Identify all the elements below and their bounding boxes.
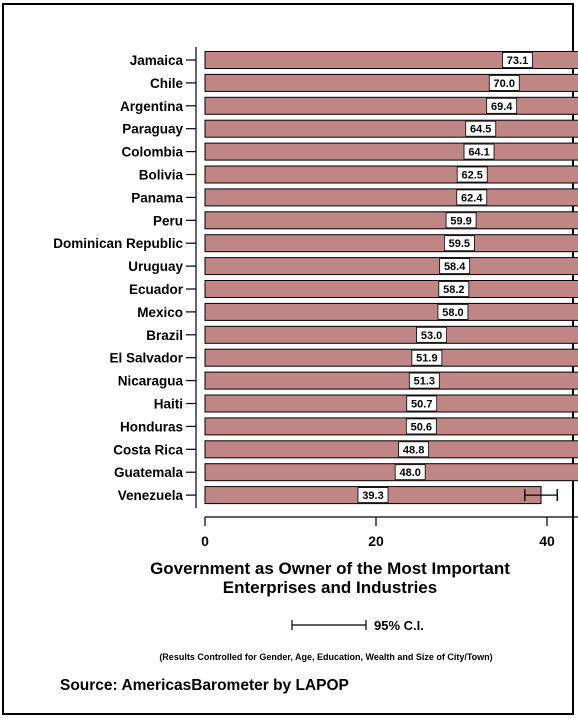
value-label-box: [357, 487, 389, 504]
value-label: 59.9: [450, 215, 471, 227]
value-label: 62.5: [461, 170, 482, 182]
value-label: 69.4: [491, 101, 513, 113]
value-label: 73.1: [507, 55, 528, 67]
bar: [204, 211, 578, 230]
bar: [204, 302, 578, 321]
value-label-box: [405, 418, 437, 435]
bar: [204, 234, 578, 253]
value-label: 50.6: [411, 421, 432, 433]
x-tick-label: 20: [368, 533, 384, 549]
bar: [204, 73, 578, 92]
value-label: 58.0: [442, 307, 463, 319]
category-label: Costa Rica: [113, 442, 183, 457]
value-label-box: [408, 372, 440, 389]
value-label-box: [411, 349, 443, 366]
value-label-box: [398, 441, 430, 458]
bar: [204, 325, 578, 344]
value-label: 70.0: [494, 78, 515, 90]
category-label: El Salvador: [109, 351, 183, 366]
category-label: Uruguay: [128, 259, 183, 274]
value-label-box: [439, 258, 471, 275]
bar: [204, 96, 578, 115]
category-label: Nicaragua: [118, 374, 184, 389]
category-label: Dominican Republic: [53, 236, 183, 251]
bar: [204, 394, 578, 413]
bar: [204, 371, 578, 390]
value-label-box: [438, 281, 470, 297]
category-label: Argentina: [120, 99, 183, 114]
category-label: Peru: [153, 213, 183, 228]
category-label: Guatemala: [114, 465, 184, 480]
category-label: Haiti: [154, 397, 183, 412]
bar: [204, 165, 578, 184]
value-label: 58.2: [443, 284, 464, 296]
value-label: 39.3: [362, 490, 383, 502]
value-label: 64.1: [468, 147, 489, 159]
bar: [204, 142, 578, 161]
value-label-box: [445, 212, 477, 229]
ci-legend-label: 95% C.I.: [374, 618, 424, 633]
category-label: Honduras: [120, 419, 183, 434]
x-axis-label-line2: Enterprises and Industries: [223, 578, 437, 597]
category-label: Ecuador: [129, 282, 184, 297]
value-label: 59.5: [449, 238, 470, 250]
bar: [204, 440, 578, 459]
bar: [204, 257, 578, 276]
value-label-box: [437, 303, 469, 320]
value-label-box: [406, 395, 438, 412]
bar: [204, 280, 578, 298]
value-label-box: [463, 143, 495, 160]
source-note: Source: AmericasBarometer by LAPOP: [60, 677, 349, 694]
value-label-box: [443, 235, 475, 252]
value-label-box: [488, 75, 520, 91]
value-label-box: [456, 189, 488, 206]
value-label: 53.0: [421, 330, 442, 342]
x-tick-label: 40: [539, 533, 555, 549]
bar: [204, 463, 578, 482]
x-tick-label: 0: [201, 533, 209, 549]
category-label: Paraguay: [122, 122, 183, 137]
category-label: Colombia: [121, 145, 183, 160]
bar: [204, 417, 578, 436]
category-label: Chile: [150, 76, 183, 91]
controls-note: (Results Controlled for Gender, Age, Edu…: [159, 652, 492, 662]
bar: [204, 188, 578, 207]
category-label: Jamaica: [130, 53, 184, 68]
value-label: 64.5: [470, 124, 491, 136]
category-label: Bolivia: [139, 168, 184, 183]
category-label: Mexico: [137, 305, 183, 320]
bar: [204, 348, 578, 367]
value-label-box: [486, 97, 518, 114]
value-label: 51.9: [416, 353, 437, 365]
bar: [204, 51, 578, 69]
value-label: 58.4: [444, 261, 466, 273]
value-label: 48.0: [399, 467, 420, 479]
value-label-box: [416, 326, 447, 343]
category-label: Panama: [131, 190, 183, 205]
value-label-box: [502, 52, 533, 68]
category-label: Brazil: [146, 328, 183, 343]
ci-legend: 95% C.I.: [291, 618, 424, 633]
bar: [204, 119, 578, 138]
value-label-box: [394, 464, 426, 481]
value-label-box: [456, 166, 488, 183]
value-label: 50.7: [411, 399, 432, 411]
value-label: 51.3: [414, 376, 435, 388]
value-label-box: [465, 120, 497, 137]
value-label: 62.4: [461, 192, 483, 204]
value-label: 48.8: [403, 444, 424, 456]
x-axis-label-line1: Government as Owner of the Most Importan…: [150, 559, 510, 578]
category-label: Venezuela: [118, 488, 184, 503]
